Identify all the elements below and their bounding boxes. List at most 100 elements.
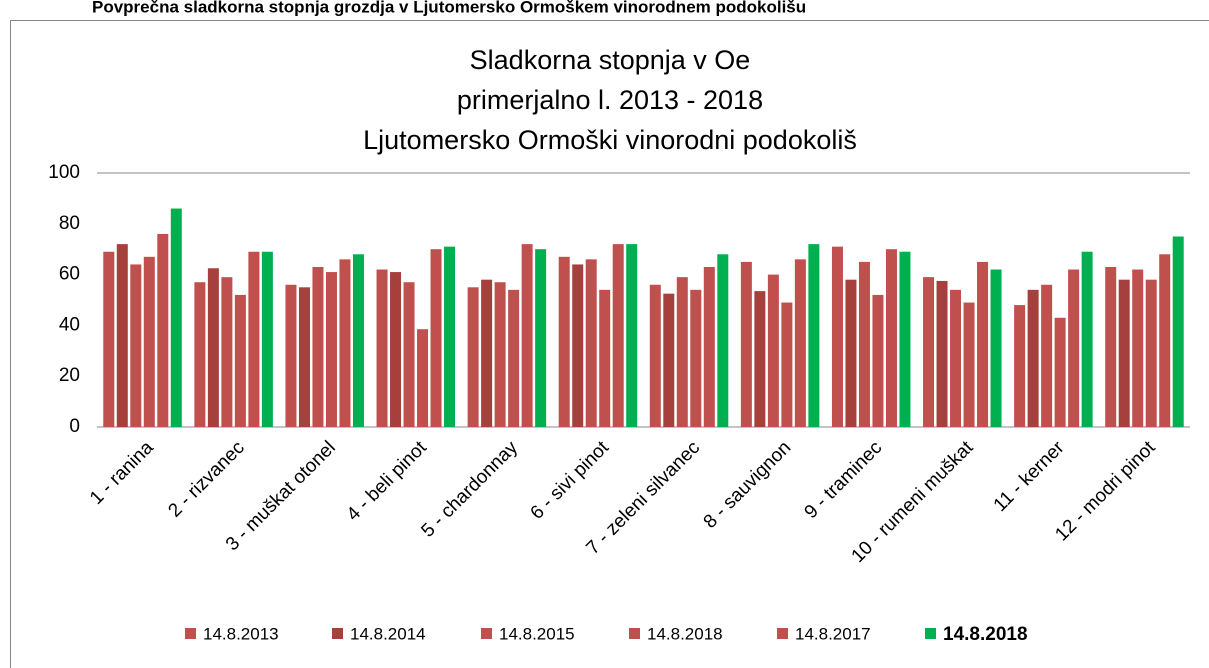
bar: [858, 261, 870, 427]
bar: [352, 254, 364, 427]
legend-swatch: [629, 628, 640, 639]
bar: [936, 280, 948, 427]
bar: [157, 233, 169, 427]
bar: [1159, 254, 1171, 427]
chart-title: primerjalno l. 2013 - 2018: [457, 85, 763, 115]
bar: [831, 246, 843, 427]
bar: [754, 291, 766, 427]
bar: [1014, 305, 1026, 427]
bar: [794, 259, 806, 427]
bar: [130, 264, 142, 427]
bar: [339, 259, 351, 427]
bar: [285, 284, 297, 427]
y-tick-label: 60: [59, 264, 80, 285]
bar: [808, 244, 820, 427]
bar: [494, 282, 506, 427]
chart-frame: [10, 20, 1209, 668]
legend-swatch: [481, 628, 492, 639]
bar: [612, 244, 624, 427]
x-tick-label: 9 - traminec: [801, 437, 887, 523]
legend-swatch: [185, 628, 196, 639]
x-tick-label: 2 - rizvanec: [164, 437, 248, 521]
bar: [194, 282, 206, 427]
bar: [899, 251, 911, 427]
bar: [467, 287, 479, 427]
bar: [248, 251, 260, 427]
bar: [481, 279, 493, 427]
bar: [676, 277, 688, 427]
legend-label: 14.8.2018: [647, 624, 723, 643]
bar: [703, 266, 715, 427]
bar: [261, 251, 273, 427]
bar: [521, 244, 533, 427]
legend-swatch: [777, 628, 788, 639]
bar: [977, 261, 989, 427]
chart-title: Ljutomersko Ormoški vinorodni podokoliš: [363, 125, 857, 155]
bar: [626, 244, 638, 427]
bar: [649, 284, 661, 427]
bar: [1172, 236, 1184, 427]
bar: [740, 261, 752, 427]
x-tick-label: 1 - ranina: [86, 437, 158, 509]
bar: [430, 249, 442, 427]
bar: [885, 249, 897, 427]
bar: [535, 249, 547, 427]
x-tick-label: 8 - sauvignon: [700, 437, 796, 533]
bar: [1068, 269, 1080, 427]
bar: [1105, 266, 1117, 427]
legend-label: 14.8.2017: [795, 624, 871, 643]
bar: [325, 272, 337, 427]
y-tick-label: 80: [59, 213, 80, 234]
bar: [221, 277, 233, 427]
bar: [558, 256, 570, 427]
legend-label: 14.8.2018: [943, 624, 1028, 645]
bar: [417, 329, 429, 427]
x-tick-label: 5 - chardonnay: [417, 437, 522, 542]
bar: [1132, 269, 1144, 427]
bar: [781, 302, 793, 427]
legend-label: 14.8.2013: [203, 624, 279, 643]
bar: [585, 259, 597, 427]
bar: [207, 268, 219, 427]
bar: [1027, 289, 1039, 427]
bar: [1145, 279, 1157, 427]
bar: [312, 266, 324, 427]
bar: [390, 272, 402, 427]
bar: [663, 293, 675, 427]
bar: [845, 279, 857, 427]
bar: [572, 264, 584, 427]
bar: [1081, 251, 1093, 427]
y-tick-label: 0: [69, 416, 80, 437]
bar: [143, 256, 155, 427]
bar: [923, 277, 935, 427]
bar: [1118, 279, 1130, 427]
bar: [116, 244, 128, 427]
bar: [599, 289, 611, 427]
x-tick-label: 6 - sivi pinot: [527, 437, 614, 524]
x-tick-label: 11 - kerner: [990, 437, 1069, 516]
legend-swatch: [925, 628, 936, 639]
bar: [690, 289, 702, 427]
legend-swatch: [332, 628, 343, 639]
bar: [1041, 284, 1053, 427]
bar: [376, 269, 388, 427]
bar: [444, 246, 456, 427]
bar: [872, 294, 884, 427]
bar: [403, 282, 415, 427]
bar: [234, 294, 246, 427]
y-tick-label: 100: [48, 162, 80, 183]
bar: [298, 287, 310, 427]
bar: [963, 302, 975, 427]
page-header: Povprečna sladkorna stopnja grozdja v Lj…: [92, 0, 806, 16]
x-tick-label: 4 - beli pinot: [343, 437, 432, 526]
x-tick-label: 12 - modri pinot: [1051, 437, 1160, 546]
y-tick-label: 40: [59, 314, 80, 335]
bar: [103, 251, 115, 427]
bar: [767, 274, 779, 427]
bar: [508, 289, 520, 427]
legend-label: 14.8.2014: [350, 624, 426, 643]
bar: [717, 254, 729, 427]
y-tick-label: 20: [59, 365, 80, 386]
bar: [170, 208, 182, 427]
